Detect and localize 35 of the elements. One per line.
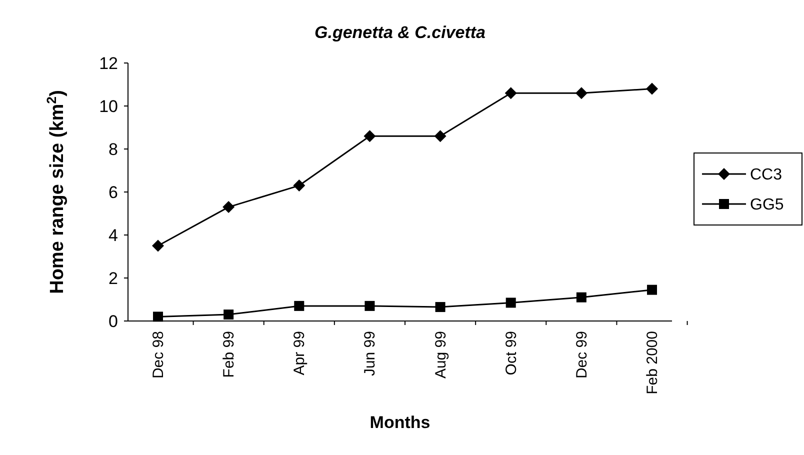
x-axis-title: Months [370,413,430,432]
y-tick-label: 8 [108,140,118,159]
point [364,300,375,311]
point [153,312,163,322]
x-tick-label: Jun 99 [362,331,379,376]
x-tick-label: Dec 99 [573,331,590,379]
x-tick-label: Apr 99 [291,331,308,376]
y-tick-label: 0 [108,312,118,331]
point [294,300,304,311]
x-tick-label: Aug 99 [432,331,450,379]
y-tick-label: 6 [108,182,118,202]
point [504,87,517,100]
y-tick-label: 4 [108,226,118,245]
y-tick-label: 10 [99,96,118,116]
x-tick-label: Feb 99 [220,331,238,378]
legend-label: GG5 [750,196,784,214]
x-tick-label: Feb 2000 [644,331,661,394]
point [575,87,588,100]
legend-label: CC3 [750,166,782,184]
point [576,292,586,302]
x-tick-label: Dec 98 [150,331,167,379]
point [222,201,235,214]
x-tick-label: Oct 99 [502,331,520,376]
point [435,302,446,312]
point [434,130,446,142]
point [506,298,516,308]
point [224,310,234,320]
chart-title: G.genetta & C.civetta [314,23,486,42]
point [646,82,658,95]
y-tick-label: 2 [108,268,118,288]
point [293,180,306,192]
point [364,130,376,142]
y-tick-label: 12 [99,54,118,73]
point [647,284,657,295]
point [152,240,164,252]
